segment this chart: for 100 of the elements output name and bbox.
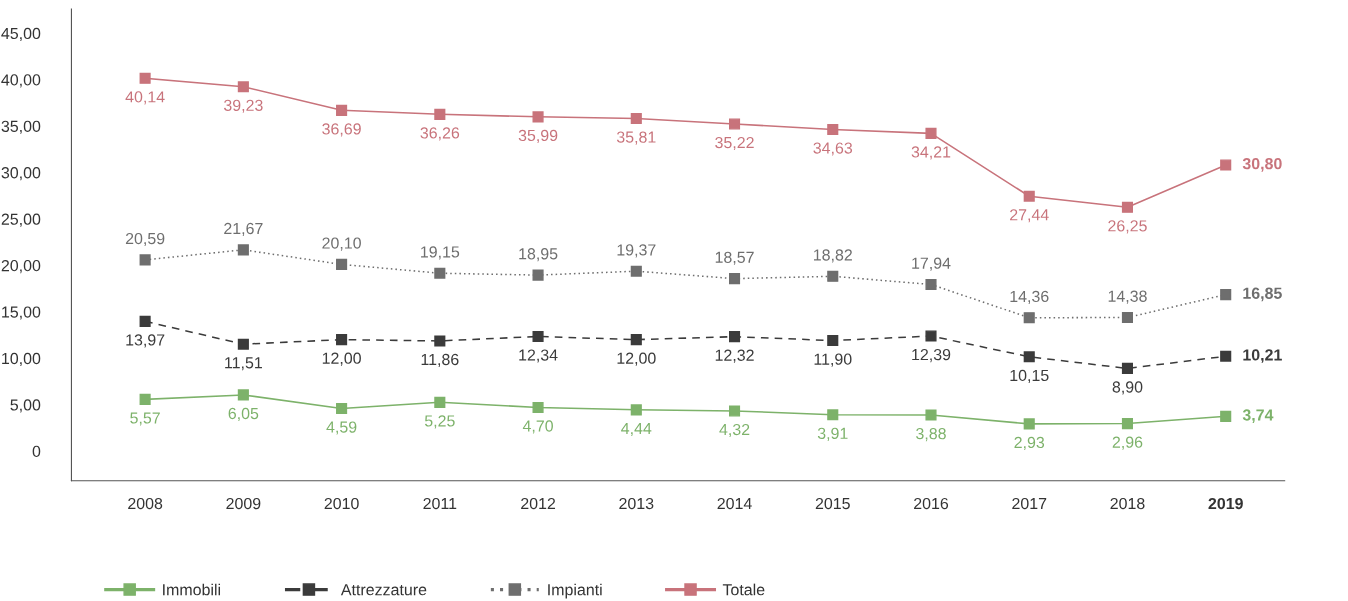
x-tick-label: 2018 [1110,497,1145,510]
data-label: 14,36 [1010,290,1049,304]
point [1121,201,1134,213]
legend-label: Attrezzature [340,584,427,596]
point [1220,159,1232,171]
y-tick-label: 10,00 [2,352,41,367]
data-label: 12,32 [715,349,754,363]
point [532,111,544,123]
point [434,396,446,408]
point [925,330,937,342]
x-tick-label: 2016 [914,497,949,510]
data-label: 17,94 [912,257,951,271]
data-label: 3,91 [817,427,848,441]
data-label: 27,44 [1010,209,1049,223]
point [237,389,249,401]
point [728,273,741,285]
point [630,334,642,346]
data-label: 21,67 [224,222,263,237]
point [1220,350,1232,362]
point [336,104,348,116]
point [827,409,839,421]
data-label: 3,88 [916,427,946,442]
y-tick-label: 35,00 [1,120,41,134]
y-tick-label: 20,00 [1,259,41,274]
point [532,269,544,281]
data-label: 11,90 [814,353,852,367]
data-label: 16,85 [1243,287,1282,302]
data-label: 35,22 [715,136,754,151]
legend-label: Totale [722,583,765,596]
point [1121,418,1134,430]
x-tick-label: 2012 [521,497,556,510]
y-tick-label: 30,00 [1,167,41,181]
point [1023,190,1035,202]
data-label: 34,63 [813,142,853,156]
point [630,265,642,277]
data-label: 40,14 [125,91,165,105]
y-tick-label: 45,00 [1,27,41,41]
data-label: 36,69 [322,123,361,137]
data-label: 5,25 [424,415,455,429]
data-label: 12,39 [912,348,951,363]
point [1121,362,1134,374]
point [139,254,151,266]
point [139,393,151,405]
x-tick-label: 2014 [717,497,752,510]
point [139,72,151,84]
x-tick-label: 2015 [815,497,850,510]
point [139,315,151,327]
x-tick-label: 2011 [423,497,457,510]
data-label: 4,32 [719,423,750,438]
data-label: 39,23 [223,99,263,113]
point [336,402,348,415]
data-label: 4,44 [621,422,652,436]
point [434,335,446,347]
data-label: 19,37 [617,244,656,258]
x-tick-label: 2019 [1208,497,1243,510]
y-tick-label: 0 [32,445,41,458]
point [336,258,348,270]
point [532,330,544,343]
data-label: 19,15 [421,246,460,260]
data-label: 12,00 [617,352,656,366]
data-label: 2,96 [1112,436,1143,450]
point [925,409,937,421]
point [1023,351,1035,363]
data-label: 8,90 [1112,381,1143,395]
y-tick-label: 5,00 [10,399,41,413]
data-label: 10,21 [1243,349,1282,363]
data-label: 4,70 [522,420,553,434]
data-label: 5,57 [130,412,160,426]
point [630,112,642,125]
point [237,338,249,350]
point [1023,312,1035,324]
data-label: 2,93 [1014,436,1045,450]
x-tick-label: 2017 [1012,497,1047,510]
point [827,335,839,347]
point [827,270,839,282]
point [1220,410,1232,422]
data-label: 30,80 [1242,158,1282,172]
data-label: 20,10 [322,237,361,251]
data-label: 11,51 [225,357,262,371]
data-label: 3,74 [1242,409,1274,423]
point [728,405,741,417]
data-label: 4,59 [326,421,357,435]
point [1023,418,1035,430]
y-tick-label: 25,00 [1,213,41,227]
point [925,127,937,139]
data-label: 18,82 [814,249,852,263]
point [1121,311,1134,324]
legend-label: Impianti [548,583,602,599]
x-tick-label: 2013 [619,497,654,510]
x-tick-label: 2010 [324,497,359,510]
point [336,334,348,346]
legend-label: Immobili [163,583,221,596]
y-tick-label: 15,00 [2,306,41,320]
data-label: 35,81 [616,131,656,145]
data-label: 13,97 [126,334,165,348]
data-label: 11,86 [421,353,459,368]
point [630,404,642,416]
data-label: 35,99 [518,129,558,143]
point [434,108,446,120]
data-label: 18,95 [519,248,558,262]
